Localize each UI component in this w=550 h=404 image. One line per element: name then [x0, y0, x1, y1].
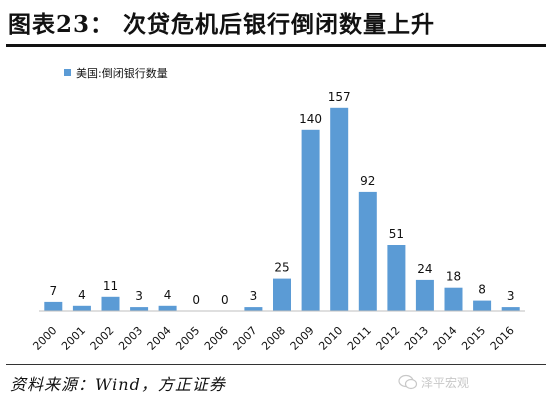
bar-2011 — [358, 191, 377, 311]
bar-2001 — [72, 305, 91, 311]
value-label-2011: 92 — [360, 174, 375, 188]
legend-label: 美国:倒闭银行数量 — [76, 66, 168, 80]
value-label-2014: 18 — [446, 270, 461, 284]
tick-label-2011: 2011 — [345, 324, 374, 353]
value-label-2010: 157 — [328, 90, 351, 104]
value-label-2012: 51 — [389, 227, 404, 241]
value-label-2015: 8 — [478, 283, 486, 297]
tick-label-2002: 2002 — [88, 324, 117, 353]
source-divider — [6, 364, 546, 365]
value-label-2006: 0 — [221, 293, 229, 307]
value-label-2005: 0 — [192, 293, 200, 307]
value-label-2001: 4 — [78, 288, 86, 302]
tick-label-2006: 2006 — [202, 324, 231, 353]
tick-label-2000: 2000 — [30, 324, 59, 353]
bar-2015 — [473, 300, 492, 311]
source-note: 资料来源：Wind，方正证券 — [10, 375, 226, 394]
bar-2003 — [130, 307, 149, 311]
value-label-2008: 25 — [274, 261, 289, 275]
value-label-2000: 7 — [49, 284, 57, 298]
watermark: 泽平宏观 — [421, 376, 470, 390]
tick-label-2007: 2007 — [231, 324, 260, 353]
bar-2010 — [330, 107, 349, 311]
tick-label-2001: 2001 — [59, 324, 88, 353]
tick-label-2008: 2008 — [259, 324, 288, 353]
value-label-2002: 11 — [103, 279, 118, 293]
tick-label-2004: 2004 — [145, 324, 174, 353]
bar-2000 — [44, 301, 63, 311]
tick-label-2016: 2016 — [488, 324, 517, 353]
value-label-2013: 24 — [417, 262, 432, 276]
value-label-2009: 140 — [299, 112, 322, 126]
value-label-2004: 4 — [164, 288, 172, 302]
bar-2009 — [301, 129, 320, 311]
tick-label-2010: 2010 — [316, 324, 345, 353]
bar-2013 — [415, 279, 434, 311]
legend: 美国:倒闭银行数量 — [64, 66, 168, 80]
bar-2004 — [158, 305, 177, 311]
bar-2014 — [444, 287, 463, 311]
bar-2007 — [244, 307, 263, 311]
legend-swatch — [64, 69, 71, 76]
chart-title: 图表23： 次贷危机后银行倒闭数量上升 — [8, 11, 436, 38]
bar-2016 — [501, 307, 520, 311]
tick-label-2005: 2005 — [173, 324, 202, 353]
bar-2002 — [101, 296, 120, 311]
tick-label-2013: 2013 — [402, 324, 431, 353]
bar-chart: 美国:倒闭银行数量 7 4 11 3 4 0 0 3 25 140 157 92 51 24 18 8 3 20… — [30, 66, 525, 353]
bar-2008 — [273, 278, 291, 311]
value-label-2007: 3 — [250, 289, 258, 303]
tick-label-2014: 2014 — [431, 324, 460, 353]
tick-label-2015: 2015 — [459, 324, 488, 353]
value-label-2003: 3 — [135, 289, 143, 303]
title-divider — [6, 44, 546, 47]
value-label-2016: 3 — [507, 289, 515, 303]
bar-2012 — [387, 245, 406, 311]
tick-label-2012: 2012 — [374, 324, 403, 353]
tick-label-2003: 2003 — [116, 324, 145, 353]
wechat-icon — [398, 374, 418, 390]
tick-label-2009: 2009 — [288, 324, 317, 353]
